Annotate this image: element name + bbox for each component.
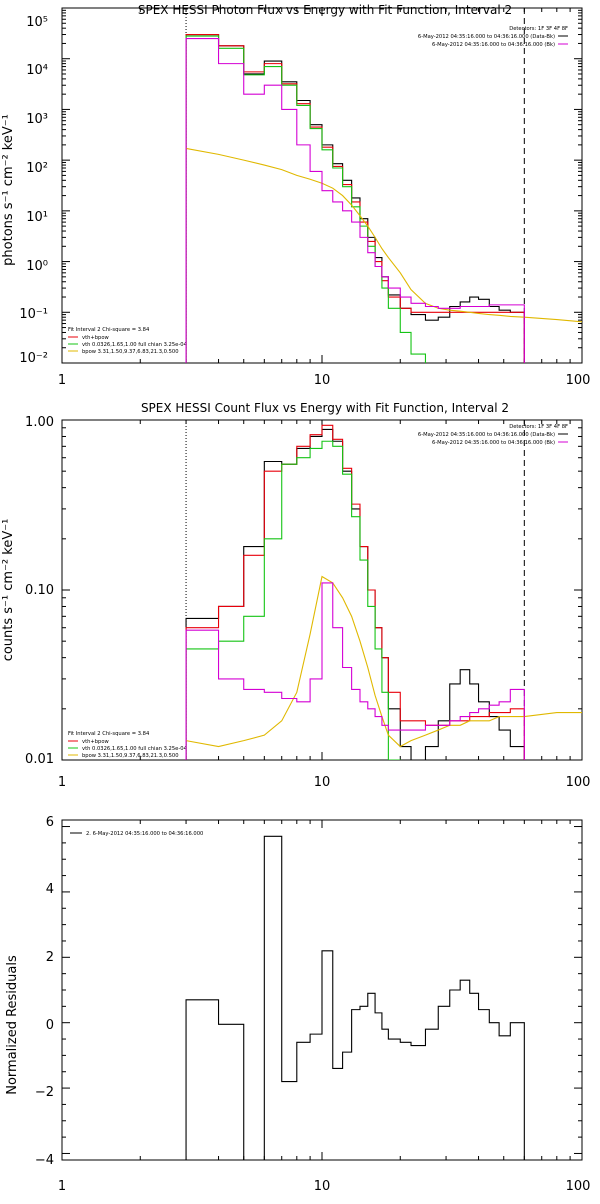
panel1-fit-legend-header: Fit Interval 2 Chi-square = 3.84	[68, 327, 150, 333]
panel2-series-total	[185, 424, 525, 760]
count-flux-panel: SPEX HESSI Count Flux vs Energy with Fit…	[1, 401, 590, 790]
panel1-series-data	[185, 33, 525, 363]
panel1-ytick-label: 10⁴	[26, 63, 48, 78]
panel1-ytick-label: 10⁻¹	[19, 307, 48, 322]
panel2-series-bpow	[185, 575, 582, 748]
panel1-series-group	[185, 33, 582, 363]
residuals-panel: Normalized Residuals −4 −2 0 2 4 6 1 10 …	[5, 815, 590, 1194]
panel2-series-group	[185, 424, 582, 760]
panel3-ytick-label: 0	[46, 1018, 54, 1033]
panel1-plot-area	[61, 7, 583, 364]
panel3-y-axis-label: Normalized Residuals	[5, 955, 20, 1095]
panel2-xtick-label: 100	[566, 775, 591, 790]
panel2-fit-legend-item: vth+bpow	[82, 739, 109, 745]
panel1-ytick-label: 10¹	[26, 210, 48, 225]
panel1-xtick-label: 1	[58, 373, 66, 388]
panel2-fit-legend-header: Fit Interval 2 Chi-square = 3.84	[68, 731, 150, 737]
panel2-detectors-label: Detectors: 1F 3F 4F 8F	[509, 424, 568, 430]
panel2-ytick-label: 1.00	[25, 415, 54, 430]
panel2-ytick-label: 0.10	[25, 583, 54, 598]
panel1-xtick-label: 10	[314, 373, 331, 388]
panel2-series-bk	[185, 582, 525, 760]
panel2-data-legend-entry: 6-May-2012 04:35:16.000 to 04:36:16.000 …	[418, 432, 555, 438]
panel2-ytick-label: 0.01	[25, 752, 54, 767]
panel1-data-legend-entry: 6-May-2012 04:35:16.000 to 04:36:16.000 …	[432, 42, 555, 48]
panel1-ytick-label: 10³	[26, 112, 48, 127]
panel3-xtick-label: 10	[314, 1179, 331, 1194]
panel3-ytick-label: 4	[46, 882, 54, 897]
panel1-title: SPEX HESSI Photon Flux vs Energy with Fi…	[138, 3, 512, 17]
plot-layers	[61, 7, 583, 1161]
panel2-fit-legend-item: bpow 3.31,1.50,9.37,6.83,21.3,0.500	[82, 753, 179, 759]
panel1-data-legend-entry: 6-May-2012 04:35:16.000 to 04:36:16.000 …	[418, 34, 555, 40]
panel2-plot-area	[61, 419, 583, 761]
panel2-xtick-label: 1	[58, 775, 66, 790]
panel2-series-vth	[185, 440, 401, 760]
panel2-y-axis-label: counts s⁻¹ cm⁻² keV⁻¹	[1, 519, 16, 662]
panel3-ytick-label: −4	[35, 1153, 54, 1168]
panel3-ytick-label: −2	[35, 1085, 54, 1100]
panel2-title: SPEX HESSI Count Flux vs Energy with Fit…	[141, 401, 509, 415]
panel3-series-data	[185, 835, 525, 1160]
panel3-ytick-label: 6	[46, 815, 54, 830]
panel3-ytick-label: 2	[46, 950, 54, 965]
panel1-ytick-label: 10⁰	[26, 259, 48, 274]
panel1-detectors-label: Detectors: 1F 3F 4F 8F	[509, 26, 568, 32]
photon-flux-panel: SPEX HESSI Photon Flux vs Energy with Fi…	[1, 3, 590, 388]
panel3-legend-entry: 2. 6-May-2012 04:35:16.000 to 04:36:16.0…	[86, 831, 203, 837]
panel2-xtick-label: 10	[314, 775, 331, 790]
panel1-series-bk	[185, 37, 525, 363]
panel1-xtick-label: 100	[566, 373, 591, 388]
panel2-data-legend-entry: 6-May-2012 04:35:16.000 to 04:36:16.000 …	[432, 440, 555, 446]
panel1-series-bpow	[185, 147, 582, 323]
panel1-y-axis-label: photons s⁻¹ cm⁻² keV⁻¹	[1, 114, 16, 266]
panel1-series-vth	[185, 35, 427, 363]
panel3-plot-area	[61, 819, 583, 1161]
panel3-series-group	[185, 835, 525, 1160]
panel3-xtick-label: 100	[566, 1179, 591, 1194]
panel2-fit-legend-item: vth 0.0326,1.65,1.00 full chian 3.25e-04	[82, 746, 187, 752]
panel1-fit-legend-item: vth 0.0326,1.65,1.00 full chian 3.25e-04	[82, 342, 187, 348]
panel1-ytick-label: 10⁵	[26, 15, 48, 30]
panel1-ytick-label: 10⁻²	[19, 351, 48, 366]
panel1-fit-legend-item: bpow 3.31,1.50,9.37,6.83,21.3,0.500	[82, 349, 179, 355]
panel1-fit-legend-item: vth+bpow	[82, 335, 109, 341]
panel3-xtick-label: 1	[58, 1179, 66, 1194]
panel1-ytick-label: 10²	[26, 161, 48, 176]
panel1-series-total	[185, 33, 525, 363]
